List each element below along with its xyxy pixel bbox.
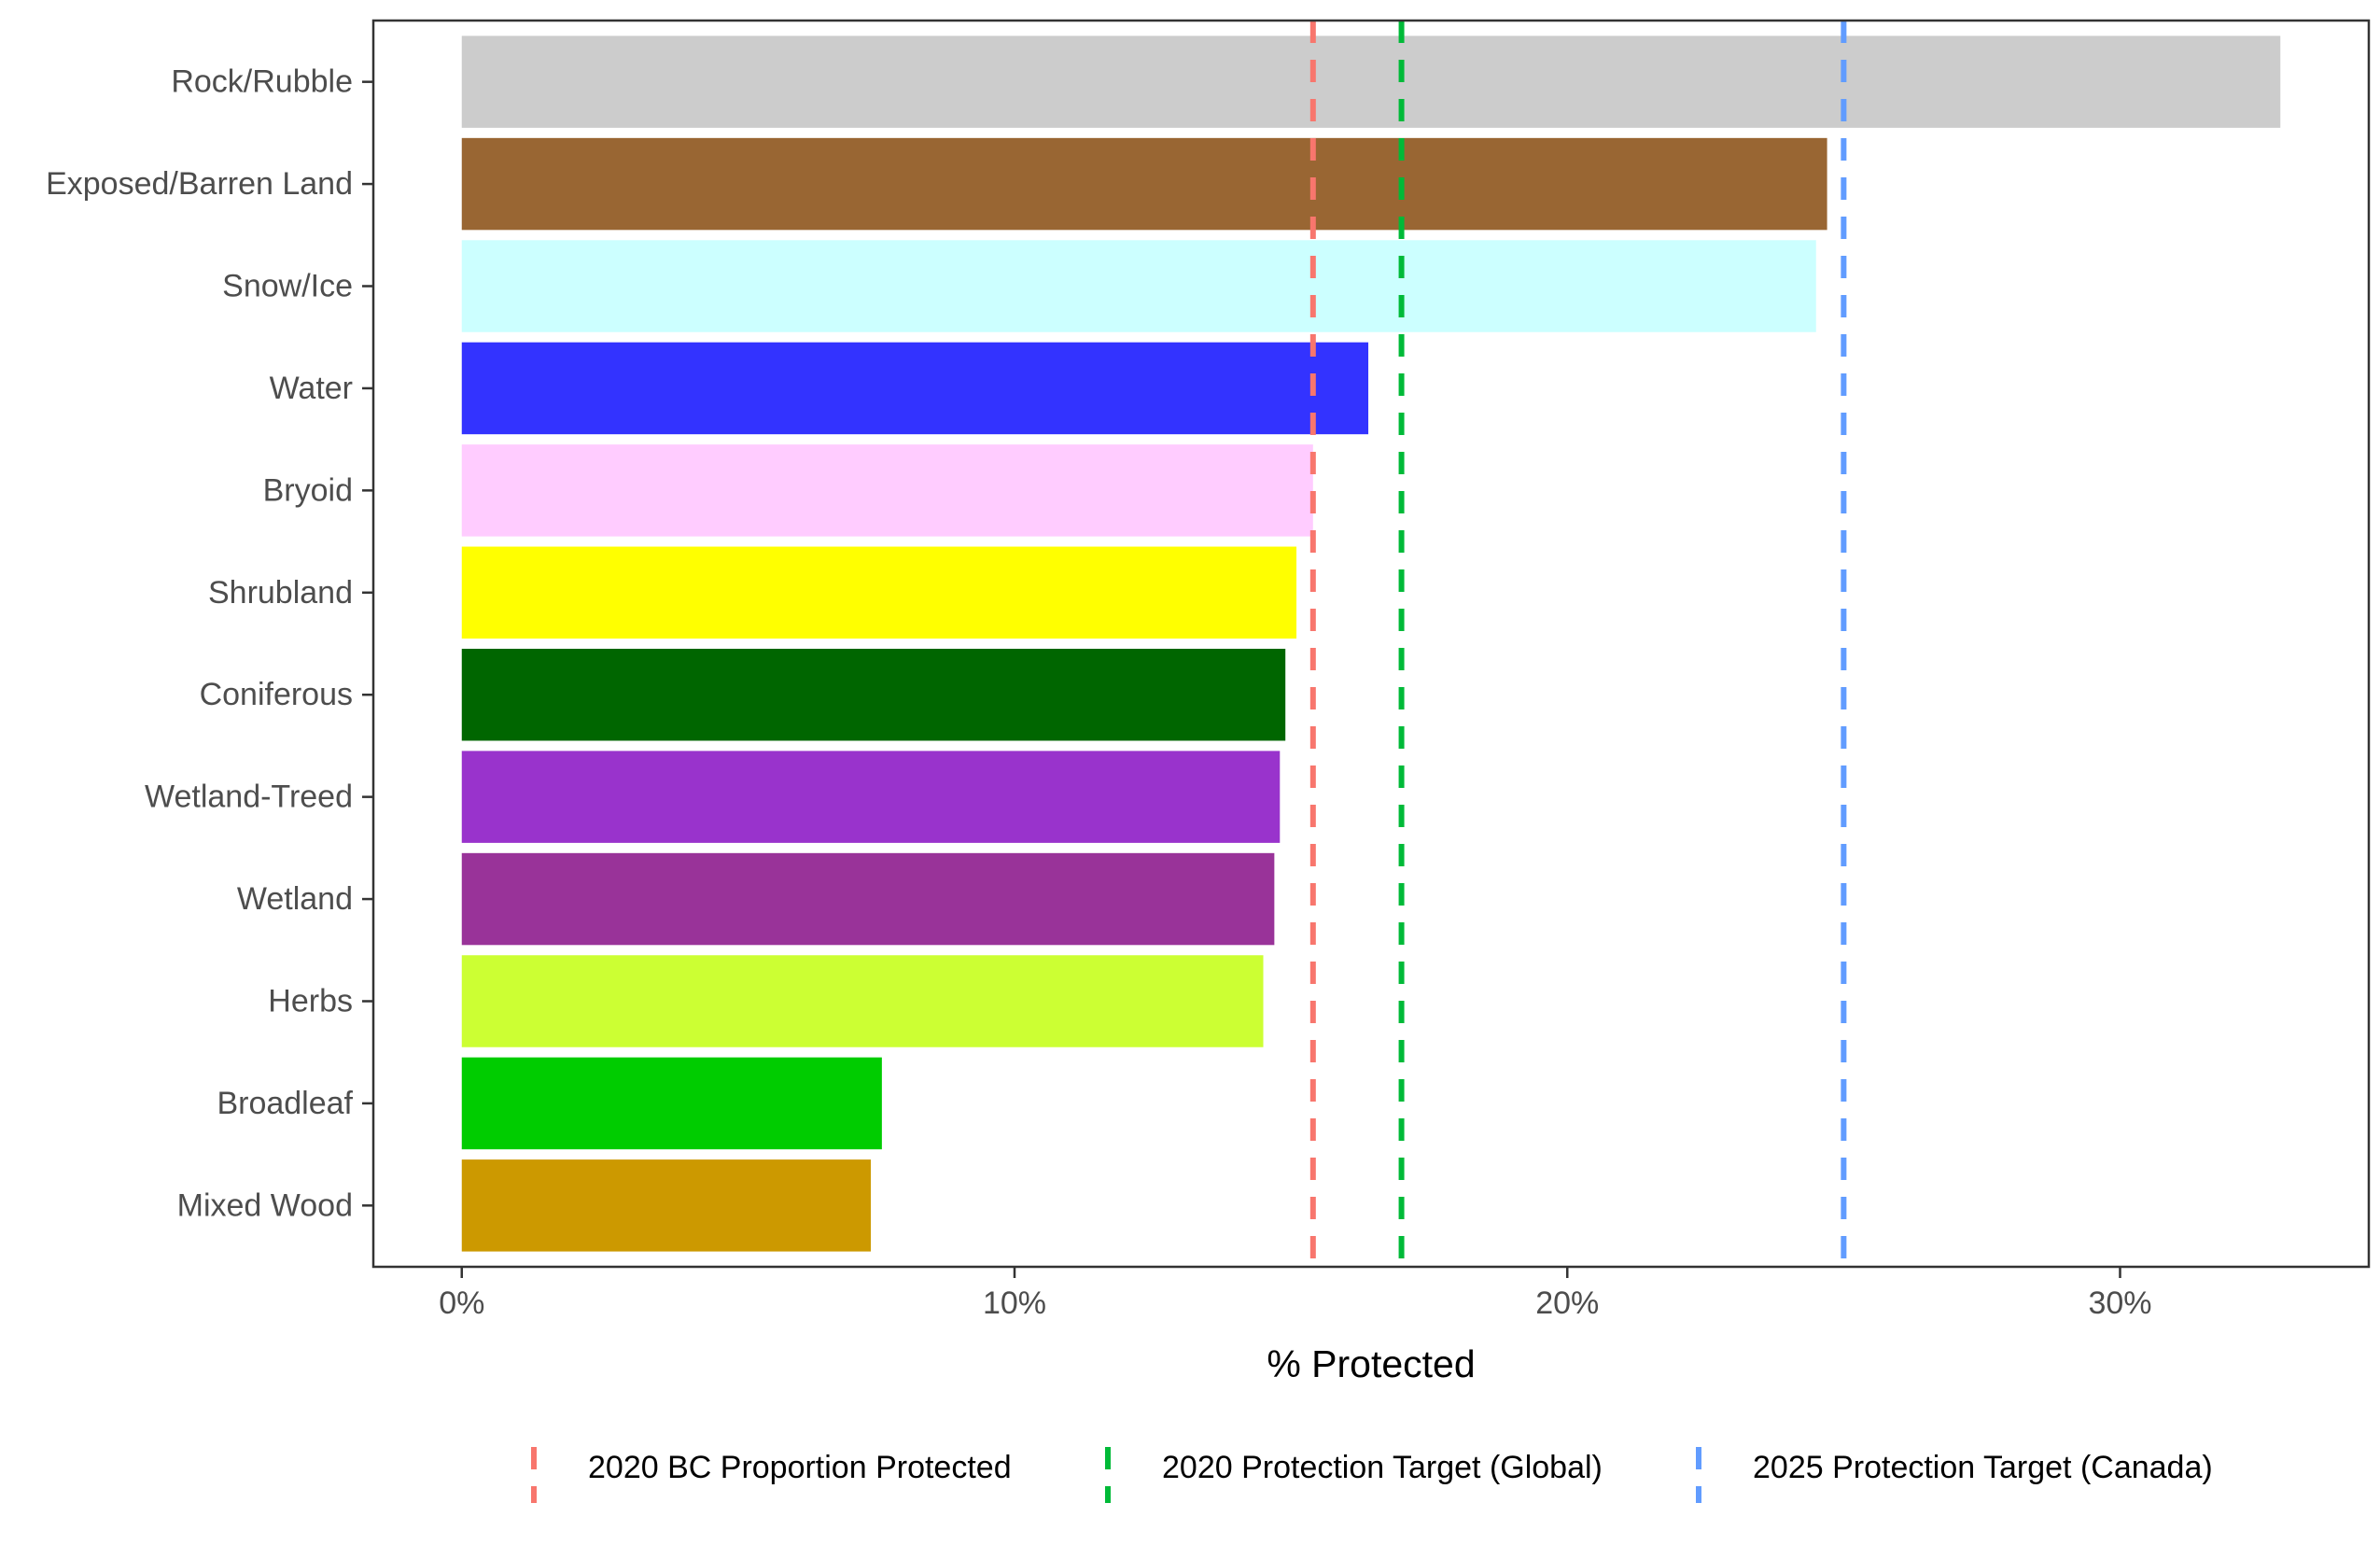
legend: 2020 BC Proportion Protected 2020 Protect… <box>531 1432 2213 1503</box>
y-tick-label-2: Snow/Ice <box>222 269 353 304</box>
bar-9 <box>461 955 1264 1047</box>
legend-label-2: 2025 Protection Target (Canada) <box>1753 1450 2213 1485</box>
y-tick-label-11: Mixed Wood <box>177 1187 353 1223</box>
y-tick-label-0: Rock/Rubble <box>171 64 353 100</box>
y-tick-label-6: Coniferous <box>200 677 353 712</box>
y-tick-label-3: Water <box>270 371 353 406</box>
bar-0 <box>461 35 2281 128</box>
y-axis: Rock/Rubble Exposed/Barren Land Snow/Ice Wa… <box>46 64 373 1223</box>
x-tick-label-1: 10% <box>983 1285 1046 1321</box>
y-tick-label-7: Wetland-Treed <box>145 780 353 815</box>
bar-5 <box>461 546 1297 639</box>
bars <box>461 35 2281 1252</box>
bar-7 <box>461 751 1281 843</box>
y-tick-label-10: Broadleaf <box>217 1086 353 1121</box>
legend-label-1: 2020 Protection Target (Global) <box>1162 1450 1603 1485</box>
bar-11 <box>461 1159 872 1252</box>
y-tick-label-9: Herbs <box>268 983 353 1018</box>
x-axis: 0% 10% 20% 30% <box>439 1267 2152 1321</box>
plot-panel-border <box>371 19 2371 1269</box>
y-tick-label-1: Exposed/Barren Land <box>46 166 353 202</box>
x-tick-label-2: 20% <box>1535 1285 1599 1321</box>
legend-label-0: 2020 BC Proportion Protected <box>588 1450 1012 1485</box>
y-tick-label-4: Bryoid <box>263 472 353 508</box>
bar-8 <box>461 852 1275 946</box>
y-tick-label-8: Wetland <box>237 881 353 917</box>
bar-4 <box>461 444 1313 537</box>
y-tick-label-5: Shrubland <box>208 575 353 611</box>
bar-3 <box>461 342 1369 435</box>
x-tick-label-3: 30% <box>2088 1285 2151 1321</box>
bar-10 <box>461 1057 882 1150</box>
reference-lines <box>1309 21 1847 1267</box>
x-axis-title: % Protected <box>1267 1342 1475 1385</box>
x-tick-label-0: 0% <box>439 1285 484 1321</box>
bar-6 <box>461 648 1286 741</box>
bar-2 <box>461 240 1816 332</box>
bar-1 <box>461 137 1827 231</box>
